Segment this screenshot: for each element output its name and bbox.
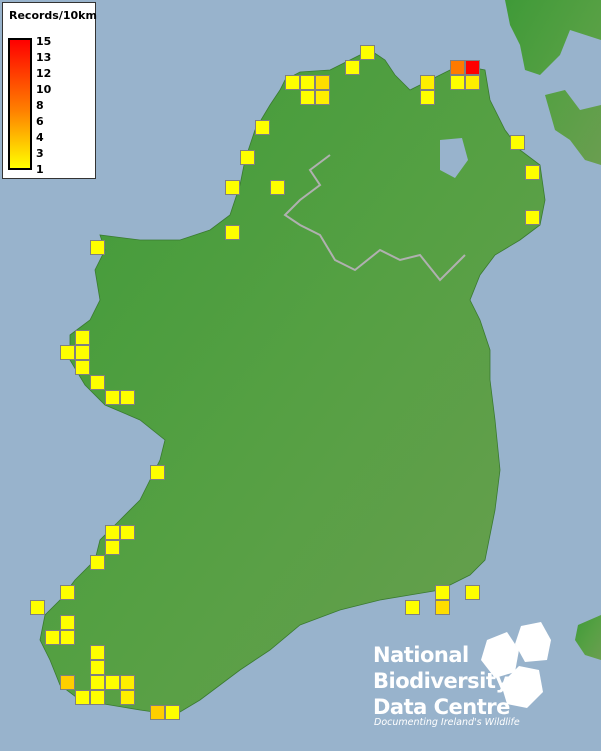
grid-square[interactable] xyxy=(435,600,450,615)
grid-square[interactable] xyxy=(105,540,120,555)
grid-square[interactable] xyxy=(165,705,180,720)
ireland-landmass xyxy=(39,49,546,716)
legend: Records/10km 15 13 12 10 8 6 4 3 1 xyxy=(2,2,97,179)
grid-square[interactable] xyxy=(225,180,240,195)
grid-square[interactable] xyxy=(120,525,135,540)
grid-square[interactable] xyxy=(525,210,540,225)
grid-square[interactable] xyxy=(240,150,255,165)
grid-square[interactable] xyxy=(90,240,105,255)
northern-ireland-border xyxy=(283,154,466,282)
grid-square[interactable] xyxy=(105,675,120,690)
grid-square[interactable] xyxy=(315,90,330,105)
grid-square[interactable] xyxy=(75,330,90,345)
legend-tick-label: 13 xyxy=(36,51,52,64)
grid-square[interactable] xyxy=(90,690,105,705)
logo-tagline: Documenting Ireland's Wildlife xyxy=(374,717,520,728)
grid-square[interactable] xyxy=(90,675,105,690)
grid-square[interactable] xyxy=(315,75,330,90)
grid-square[interactable] xyxy=(435,585,450,600)
legend-tick-label: 10 xyxy=(36,83,52,96)
grid-square[interactable] xyxy=(465,585,480,600)
grid-square[interactable] xyxy=(270,180,285,195)
grid-square[interactable] xyxy=(150,705,165,720)
grid-square[interactable] xyxy=(90,645,105,660)
logo-line-2: Biodiversity xyxy=(373,669,509,693)
legend-tick-label: 3 xyxy=(36,147,44,160)
grid-square[interactable] xyxy=(255,120,270,135)
grid-square[interactable] xyxy=(225,225,240,240)
grid-square[interactable] xyxy=(150,465,165,480)
logo-hexagons-icon xyxy=(481,622,551,708)
grid-square[interactable] xyxy=(360,45,375,60)
grid-square[interactable] xyxy=(465,60,480,75)
grid-square[interactable] xyxy=(420,90,435,105)
grid-square[interactable] xyxy=(285,75,300,90)
grid-square[interactable] xyxy=(60,630,75,645)
nbdc-logo: National Biodiversity Data Centre Docume… xyxy=(372,622,601,732)
grid-square[interactable] xyxy=(90,555,105,570)
legend-color-bar xyxy=(8,38,32,170)
grid-square[interactable] xyxy=(105,390,120,405)
grid-square[interactable] xyxy=(405,600,420,615)
legend-tick-label: 8 xyxy=(36,99,44,112)
grid-square[interactable] xyxy=(45,630,60,645)
legend-tick-label: 12 xyxy=(36,67,52,80)
grid-square[interactable] xyxy=(105,525,120,540)
logo-line-1: National xyxy=(373,643,469,667)
legend-tick-label: 6 xyxy=(36,115,44,128)
grid-square[interactable] xyxy=(300,75,315,90)
grid-square[interactable] xyxy=(60,675,75,690)
legend-tick-label: 4 xyxy=(36,131,44,144)
grid-square[interactable] xyxy=(120,390,135,405)
grid-square[interactable] xyxy=(525,165,540,180)
grid-square[interactable] xyxy=(75,360,90,375)
grid-square[interactable] xyxy=(30,600,45,615)
grid-square[interactable] xyxy=(120,675,135,690)
britain-landmass xyxy=(575,615,601,660)
legend-tick-label: 1 xyxy=(36,163,44,176)
logo-line-3: Data Centre xyxy=(373,695,510,719)
legend-tick-label: 15 xyxy=(36,35,52,48)
grid-square[interactable] xyxy=(60,345,75,360)
legend-title: Records/10km xyxy=(9,9,97,22)
grid-square[interactable] xyxy=(60,615,75,630)
grid-square[interactable] xyxy=(75,345,90,360)
grid-square[interactable] xyxy=(60,585,75,600)
records-grid-squares xyxy=(30,45,540,720)
grid-square[interactable] xyxy=(90,375,105,390)
grid-square[interactable] xyxy=(450,75,465,90)
scotland-landmass xyxy=(505,0,601,165)
grid-square[interactable] xyxy=(420,75,435,90)
grid-square[interactable] xyxy=(300,90,315,105)
lough-neagh xyxy=(440,138,468,178)
grid-square[interactable] xyxy=(120,690,135,705)
grid-square[interactable] xyxy=(450,60,465,75)
grid-square[interactable] xyxy=(465,75,480,90)
grid-square[interactable] xyxy=(90,660,105,675)
grid-square[interactable] xyxy=(345,60,360,75)
grid-square[interactable] xyxy=(75,690,90,705)
grid-square[interactable] xyxy=(510,135,525,150)
